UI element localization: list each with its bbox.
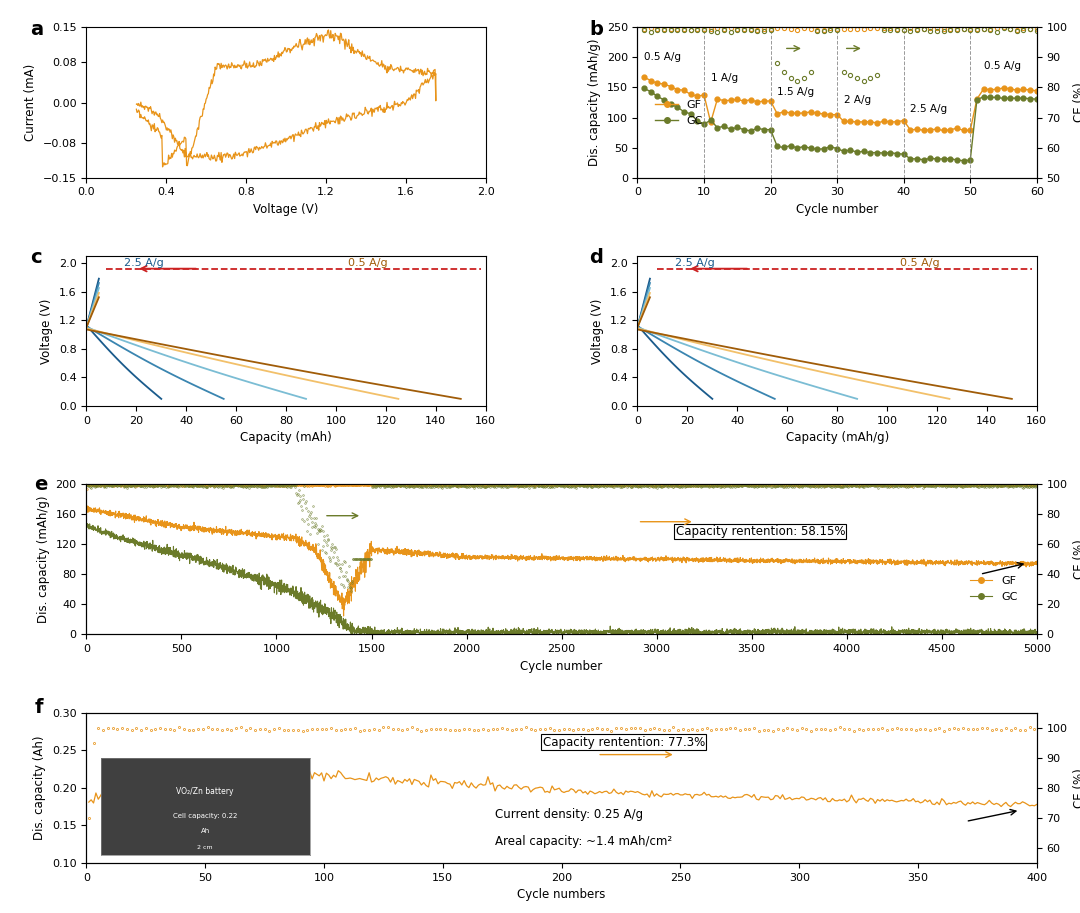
GC [957,155,970,166]
Text: 2.5 A/g: 2.5 A/g [124,257,163,268]
Line: GF: GF [86,506,1037,616]
Y-axis label: CE (%): CE (%) [1074,83,1080,122]
Legend: GF, GC: GF, GC [966,572,1022,606]
GC [444,625,457,636]
Text: 2 A/g: 2 A/g [843,95,870,104]
GF [738,96,751,107]
GF [771,109,784,120]
GF [80,500,93,511]
Text: 1.5 A/g: 1.5 A/g [778,87,814,97]
Text: 2.5 A/g: 2.5 A/g [910,103,947,113]
GC [883,147,896,158]
Text: Areal capacity: ~1.4 mAh/cm²: Areal capacity: ~1.4 mAh/cm² [495,834,672,848]
Legend: GF, GC: GF, GC [651,96,707,130]
GF [937,125,950,136]
GC [789,629,802,640]
GC [699,626,712,637]
Y-axis label: Dis. capacity (mAh/g): Dis. capacity (mAh/g) [37,496,50,623]
GF [699,555,712,566]
Text: Capacity rentention: 77.3%: Capacity rentention: 77.3% [542,736,705,749]
Text: d: d [590,248,604,268]
GF [650,555,663,566]
GC [80,521,93,532]
GF [751,97,764,108]
GC [637,83,650,94]
GC [738,124,751,135]
Text: 0.5 A/g: 0.5 A/g [349,257,388,268]
Y-axis label: CE (%): CE (%) [1074,540,1080,579]
GC [765,124,778,135]
Text: c: c [30,248,42,268]
Y-axis label: Dis. capacity (mAh/g): Dis. capacity (mAh/g) [589,38,602,166]
GF [789,555,802,566]
Text: a: a [30,20,43,39]
Y-axis label: Voltage (V): Voltage (V) [40,299,53,363]
GC [253,577,266,588]
GF [337,611,350,622]
Text: Current density: 0.25 A/g: Current density: 0.25 A/g [495,808,644,821]
X-axis label: Cycle number: Cycle number [796,203,878,215]
Text: 1 A/g: 1 A/g [711,73,738,83]
Y-axis label: Dis. capacity (Ah): Dis. capacity (Ah) [33,735,46,840]
X-axis label: Cycle numbers: Cycle numbers [517,888,606,901]
GC [771,141,784,152]
Text: 0.5 A/g: 0.5 A/g [644,52,681,62]
Line: GC: GC [86,524,1037,635]
GC [650,629,663,640]
GF [444,551,457,562]
GF [253,527,266,538]
Line: GF: GF [642,75,1039,133]
GC [1030,629,1043,640]
Text: f: f [35,698,42,717]
GF [883,117,896,128]
GF [637,72,650,83]
GF [765,96,778,107]
Text: 0.5 A/g: 0.5 A/g [900,257,940,268]
Text: 2.5 A/g: 2.5 A/g [675,257,715,268]
GF [1030,86,1043,97]
GC [1030,94,1043,105]
Y-axis label: CE (%): CE (%) [1074,768,1080,807]
X-axis label: Voltage (V): Voltage (V) [254,203,319,215]
Text: Capacity rentention: 58.15%: Capacity rentention: 58.15% [676,525,846,539]
X-axis label: Cycle number: Cycle number [521,660,603,673]
GC [862,625,875,636]
Y-axis label: Current (mA): Current (mA) [24,64,37,142]
X-axis label: Capacity (mAh): Capacity (mAh) [240,431,332,445]
GF [862,556,875,567]
Text: b: b [590,20,604,39]
GC [751,122,764,133]
X-axis label: Capacity (mAh/g): Capacity (mAh/g) [785,431,889,445]
Text: 0.5 A/g: 0.5 A/g [984,61,1021,71]
Line: GC: GC [642,86,1039,163]
GF [1030,556,1043,567]
GC [704,115,717,126]
Text: e: e [35,475,48,494]
GC [81,519,94,530]
GF [704,117,717,128]
Y-axis label: Voltage (V): Voltage (V) [592,299,605,363]
GC [346,629,359,640]
